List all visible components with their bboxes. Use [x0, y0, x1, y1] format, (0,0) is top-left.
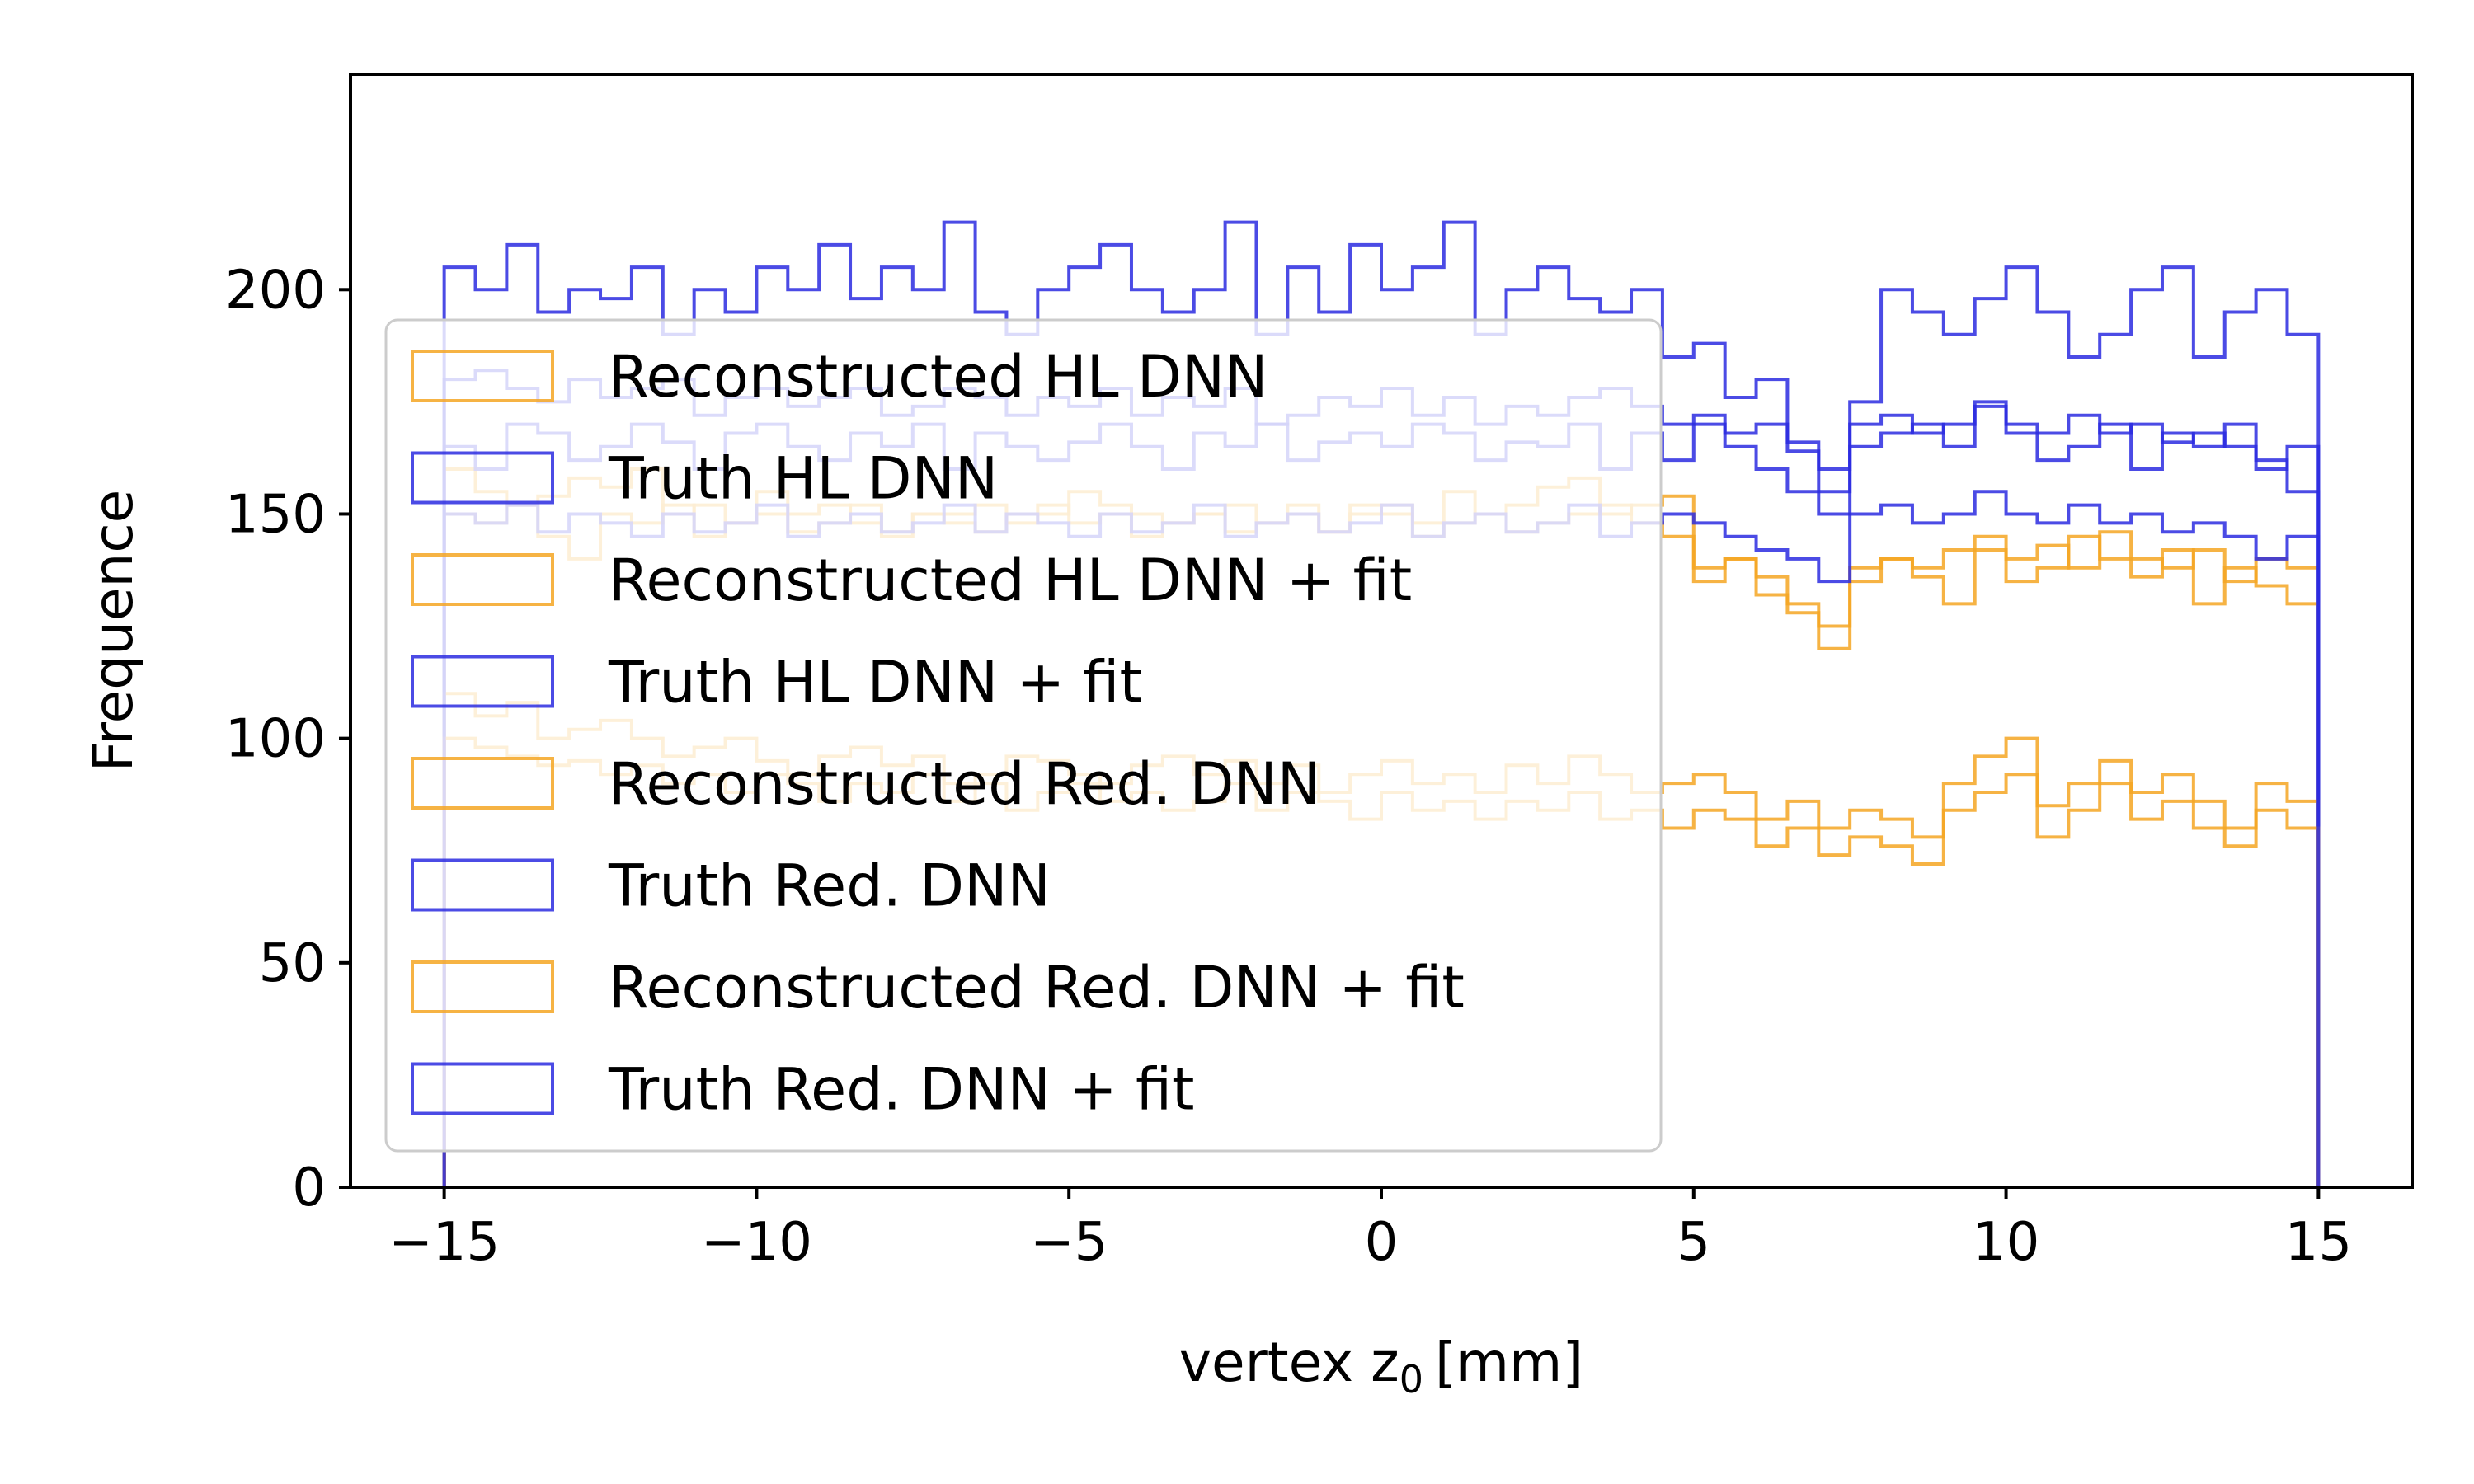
legend-swatch: [411, 553, 554, 606]
legend-swatch: [411, 757, 554, 810]
x-axis-label: vertex z0 [mm]: [1179, 1331, 1583, 1402]
legend-swatch: [411, 1062, 554, 1115]
y-tick-label: 50: [259, 933, 326, 994]
legend-swatch: [411, 858, 554, 912]
x-tick-label: −10: [701, 1212, 812, 1273]
legend-label: Reconstructed Red. DNN: [609, 750, 1320, 818]
x-axis-label-unit: [mm]: [1435, 1331, 1583, 1394]
legend-label: Reconstructed Red. DNN + fit: [609, 954, 1465, 1021]
legend-label: Truth Red. DNN: [608, 852, 1051, 920]
legend-label: Reconstructed HL DNN: [609, 343, 1268, 411]
x-tick-label: −15: [388, 1212, 500, 1273]
y-axis-label: Frequence: [82, 490, 145, 773]
x-axis-label-text: vertex z: [1179, 1331, 1399, 1394]
y-axis: 0 50 100 150 200: [225, 260, 350, 1219]
x-tick-label: 5: [1677, 1212, 1710, 1273]
x-tick-label: 10: [1973, 1212, 2039, 1273]
legend: Reconstructed HL DNN Truth HL DNN Reconstr…: [384, 318, 1663, 1153]
y-tick-label: 0: [292, 1158, 326, 1219]
legend-swatch: [411, 350, 554, 402]
legend-box: [384, 318, 1663, 1153]
x-axis: −15 −10 −5 0 5 10 15: [388, 1187, 2352, 1273]
x-tick-label: 15: [2285, 1212, 2352, 1273]
x-axis-label-subscript: 0: [1399, 1357, 1423, 1402]
legend-swatch: [411, 960, 554, 1013]
legend-swatch: [411, 655, 554, 708]
legend-label: Truth HL DNN + fit: [608, 649, 1142, 716]
legend-label: Truth HL DNN: [608, 445, 998, 513]
y-tick-label: 100: [225, 709, 326, 770]
histogram-series-2: [442, 220, 2321, 1187]
y-tick-label: 200: [225, 260, 326, 321]
legend-swatch: [411, 451, 554, 505]
x-tick-label: 0: [1365, 1212, 1399, 1273]
x-tick-label: −5: [1030, 1212, 1108, 1273]
y-tick-label: 150: [225, 484, 326, 545]
legend-label: Truth Red. DNN + fit: [608, 1056, 1195, 1124]
legend-label: Reconstructed HL DNN + fit: [609, 547, 1412, 614]
